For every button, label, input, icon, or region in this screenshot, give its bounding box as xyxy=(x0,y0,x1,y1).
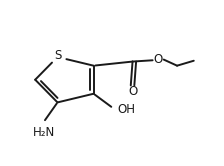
Text: OH: OH xyxy=(117,103,135,116)
Text: H₂N: H₂N xyxy=(33,126,55,139)
Text: O: O xyxy=(153,53,163,66)
Text: S: S xyxy=(54,48,61,62)
Text: O: O xyxy=(128,85,137,98)
